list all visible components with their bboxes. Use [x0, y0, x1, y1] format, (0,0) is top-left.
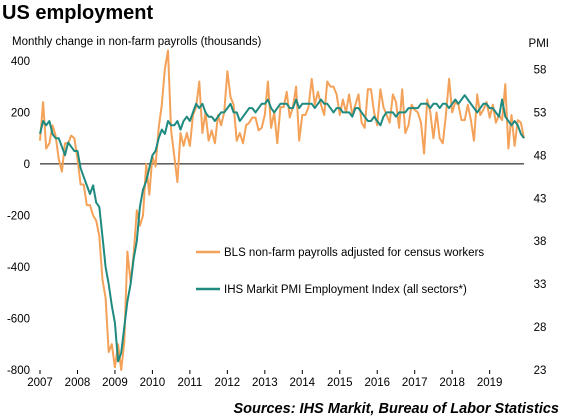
- y-tick-label: -200: [7, 210, 30, 222]
- x-tick-label: 2016: [364, 377, 390, 389]
- chart-title: US employment: [2, 2, 154, 24]
- y2-tick-label: 38: [534, 236, 547, 248]
- x-tick-label: 2017: [402, 377, 428, 389]
- series-line-payrolls: [39, 49, 525, 371]
- y2-axis-label: PMI: [528, 38, 549, 50]
- x-tick-label: 2014: [289, 377, 315, 389]
- x-tick-label: 2008: [65, 377, 91, 389]
- y-tick-label: 400: [11, 56, 30, 68]
- y2-tick-label: 48: [534, 150, 547, 162]
- y2-tick-label: 33: [534, 279, 547, 291]
- y2-tick-label: 53: [534, 107, 547, 119]
- y2-tick-label: 23: [534, 365, 547, 377]
- x-tick-label: 2011: [178, 377, 203, 389]
- x-tick-label: 2019: [477, 377, 503, 389]
- x-tick-label: 2010: [140, 377, 166, 389]
- y2-tick-label: 43: [534, 193, 547, 205]
- x-tick-label: 2007: [27, 377, 53, 389]
- series-line-pmi: [39, 94, 525, 363]
- x-tick-label: 2018: [439, 377, 465, 389]
- y2-tick-label: 58: [534, 64, 547, 76]
- y-tick-label: -800: [7, 365, 30, 377]
- legend-label: BLS non-farm payrolls adjusted for censu…: [224, 247, 484, 259]
- y-tick-label: -600: [7, 313, 30, 325]
- y2-tick-label: 28: [534, 322, 547, 334]
- x-tick-label: 2012: [215, 377, 241, 389]
- x-tick-label: 2015: [327, 377, 353, 389]
- y-tick-label: 200: [11, 107, 30, 119]
- y-axis-label: Monthly change in non-farm payrolls (tho…: [12, 36, 262, 48]
- y-tick-label: -400: [7, 262, 30, 274]
- source-note: Sources: IHS Markit, Bureau of Labor Sta…: [233, 401, 559, 417]
- legend-label: IHS Markit PMI Employment Index (all sec…: [224, 284, 467, 296]
- x-tick-label: 2013: [252, 377, 278, 389]
- x-tick-label: 2009: [102, 377, 128, 389]
- y-tick-label: 0: [24, 159, 30, 171]
